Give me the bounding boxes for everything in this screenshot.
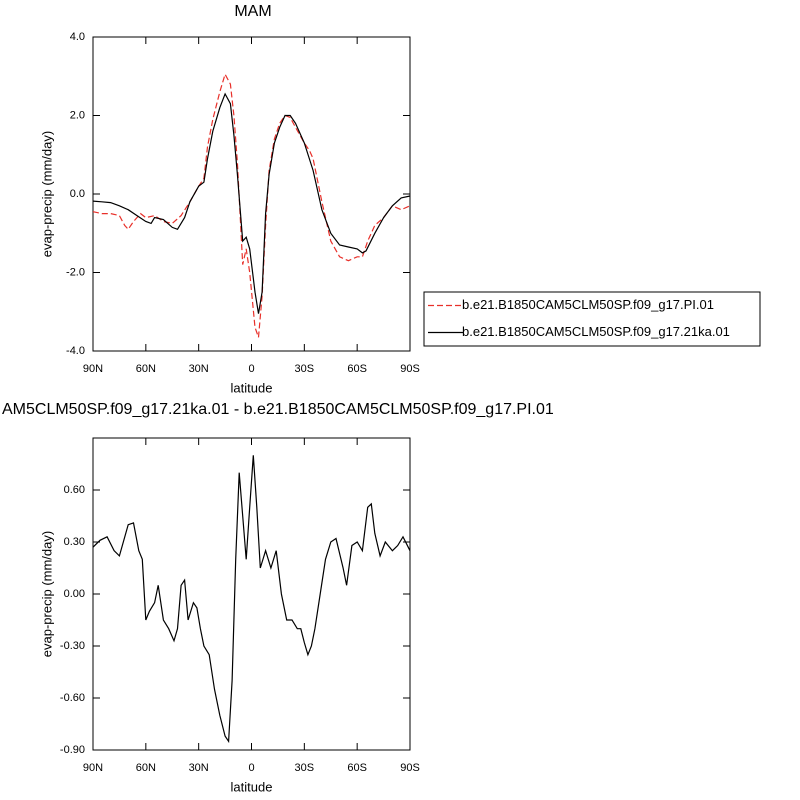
x-axis-label: latitude	[231, 380, 273, 395]
y-axis-label: evap-precip (mm/day)	[39, 131, 54, 257]
x-tick-label: 30N	[189, 363, 209, 375]
x-tick-label: 30S	[295, 762, 315, 774]
x-tick-label: 60N	[136, 762, 156, 774]
plot-frame	[92, 36, 411, 352]
legend-label: b.e21.B1850CAM5CLM50SP.f09_g17.21ka.01	[462, 324, 730, 339]
y-tick-label: 0.60	[64, 484, 85, 496]
data-line	[92, 72, 411, 338]
chart-title: AM5CLM50SP.f09_g17.21ka.01 - b.e21.B1850…	[2, 401, 554, 418]
y-tick-label: 0.30	[64, 536, 85, 548]
x-tick-label: 60S	[347, 363, 367, 375]
y-tick-label: 0.0	[70, 188, 85, 200]
y-tick-label: 4.0	[70, 31, 85, 43]
legend-label: b.e21.B1850CAM5CLM50SP.f09_g17.PI.01	[462, 297, 714, 312]
data-line	[92, 455, 411, 744]
x-axis-label: latitude	[231, 779, 273, 794]
legend-box	[423, 291, 761, 347]
x-tick-label: 90N	[83, 762, 103, 774]
y-tick-label: 0.00	[64, 588, 85, 600]
x-tick-label: 60S	[347, 762, 367, 774]
y-tick-label: -0.60	[60, 692, 85, 704]
x-tick-label: 0	[248, 363, 254, 375]
y-tick-label: -0.90	[60, 744, 85, 756]
x-tick-label: 30S	[295, 363, 315, 375]
x-tick-label: 0	[248, 762, 254, 774]
x-tick-label: 30N	[189, 762, 209, 774]
y-tick-label: -2.0	[66, 266, 85, 278]
x-tick-label: 90S	[400, 363, 420, 375]
y-tick-label: -4.0	[66, 345, 85, 357]
x-tick-label: 90S	[400, 762, 420, 774]
x-tick-label: 60N	[136, 363, 156, 375]
y-tick-label: -0.30	[60, 640, 85, 652]
chart-title: MAM	[234, 3, 271, 20]
data-line	[92, 92, 411, 314]
y-tick-label: 2.0	[70, 109, 85, 121]
x-tick-label: 90N	[83, 363, 103, 375]
y-axis-label: evap-precip (mm/day)	[39, 531, 54, 657]
